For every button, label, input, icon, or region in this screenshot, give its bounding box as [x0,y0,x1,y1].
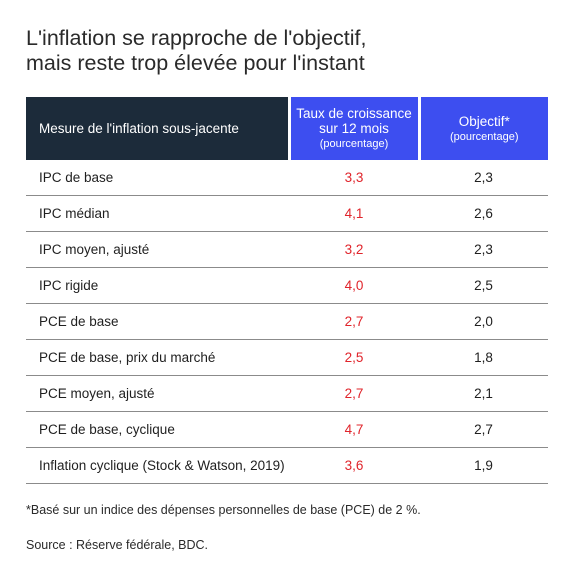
cell-growth-rate: 4,7 [289,411,419,448]
table-row: PCE de base, prix du marché 2,5 1,8 [26,339,548,376]
cell-growth-rate: 2,5 [289,339,419,376]
cell-growth-rate: 4,1 [289,195,419,232]
table-body: IPC de base 3,3 2,3 IPC médian 4,1 2,6 IPC moy… [26,160,548,484]
cell-target: 2,0 [419,303,548,340]
cell-measure: PCE moyen, ajusté [26,375,289,412]
cell-growth-rate: 2,7 [289,303,419,340]
cell-measure: PCE de base, prix du marché [26,339,289,376]
cell-growth-rate: 2,7 [289,375,419,412]
header-growth-rate-label: Taux de croissance sur 12 mois [296,106,412,136]
header-target-unit: (pourcentage) [450,130,519,143]
header-measure-label: Mesure de l'inflation sous-jacente [39,121,239,136]
header-target-label: Objectif* [458,113,510,129]
source-note: Source : Réserve fédérale, BDC. [26,538,209,552]
cell-target: 2,3 [419,231,548,268]
table-row: IPC moyen, ajusté 3,2 2,3 [26,231,548,268]
chart-title-line-1: L'inflation se rapproche de l'objectif, [26,26,367,50]
table-row: IPC médian 4,1 2,6 [26,195,548,232]
cell-measure: IPC moyen, ajusté [26,231,289,268]
header-measure: Mesure de l'inflation sous-jacente [26,97,289,160]
table-row: PCE de base 2,7 2,0 [26,303,548,340]
table-row: IPC rigide 4,0 2,5 [26,267,548,304]
cell-target: 2,7 [419,411,548,448]
cell-growth-rate: 4,0 [289,267,419,304]
table-row: IPC de base 3,3 2,3 [26,160,548,196]
header-growth-rate-unit: (pourcentage) [319,138,389,150]
table-row: PCE moyen, ajusté 2,7 2,1 [26,375,548,412]
cell-measure: IPC rigide [26,267,289,304]
cell-target: 2,5 [419,267,548,304]
cell-measure: IPC de base [26,160,289,196]
cell-growth-rate: 3,2 [289,231,419,268]
cell-target: 1,8 [419,339,548,376]
cell-target: 2,1 [419,375,548,412]
footnote: *Basé sur un indice des dépenses personn… [26,503,421,517]
cell-measure: IPC médian [26,195,289,232]
header-growth-rate: Taux de croissance sur 12 mois (pourcent… [287,97,419,160]
cell-measure: Inflation cyclique (Stock & Watson, 2019… [26,447,289,484]
inflation-table: Mesure de l'inflation sous-jacente Taux … [26,97,548,484]
cell-measure: PCE de base, cyclique [26,411,289,448]
table-header-row: Mesure de l'inflation sous-jacente Taux … [26,97,548,160]
cell-target: 1,9 [419,447,548,484]
cell-measure: PCE de base [26,303,289,340]
table-row: PCE de base, cyclique 4,7 2,7 [26,411,548,448]
header-target: Objectif* (pourcentage) [417,97,548,160]
cell-target: 2,3 [419,160,548,196]
table-row: Inflation cyclique (Stock & Watson, 2019… [26,447,548,484]
cell-target: 2,6 [419,195,548,232]
cell-growth-rate: 3,6 [289,447,419,484]
chart-title: L'inflation se rapproche de l'objectif, … [26,26,556,76]
cell-growth-rate: 3,3 [289,160,419,196]
chart-title-line-2: mais reste trop élevée pour l'instant [26,51,365,75]
